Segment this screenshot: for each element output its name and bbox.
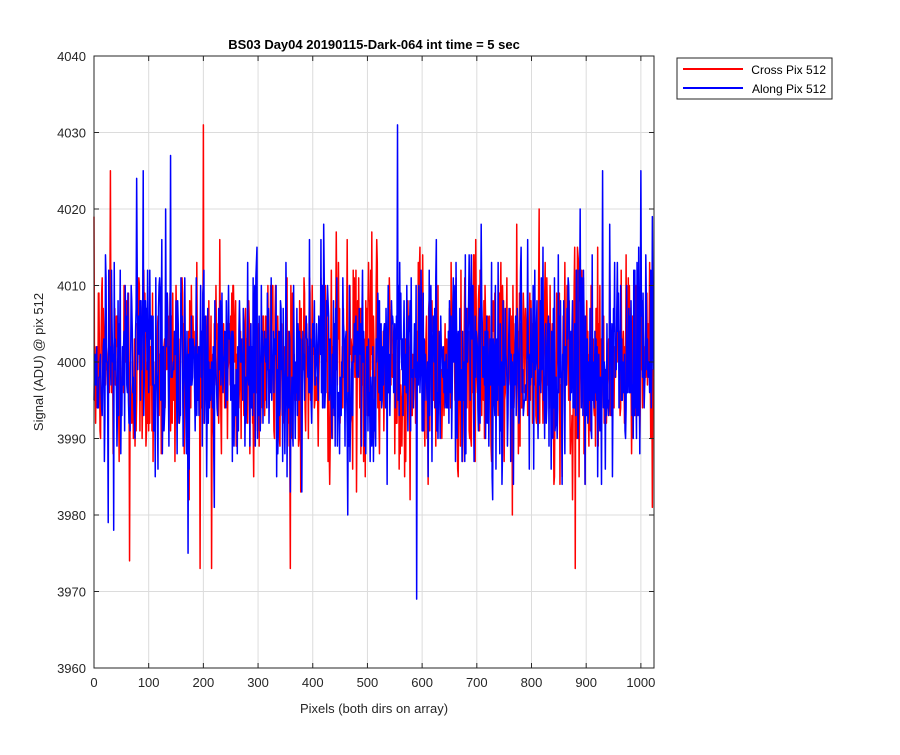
y-tick-label: 3970	[57, 585, 86, 600]
x-tick-label: 500	[357, 675, 379, 690]
x-tick-label: 700	[466, 675, 488, 690]
chart-title: BS03 Day04 20190115-Dark-064 int time = …	[228, 37, 520, 52]
y-tick-label: 3960	[57, 661, 86, 676]
y-tick-label: 4040	[57, 49, 86, 64]
x-tick-label: 600	[411, 675, 433, 690]
legend-label-cross: Cross Pix 512	[751, 63, 826, 77]
x-axis-label: Pixels (both dirs on array)	[300, 701, 448, 716]
x-tick-label: 800	[521, 675, 543, 690]
x-tick-label: 900	[575, 675, 597, 690]
x-tick-label: 0	[90, 675, 97, 690]
series-lines	[93, 124, 655, 600]
x-tick-label: 1000	[626, 675, 655, 690]
x-tick-label: 300	[247, 675, 269, 690]
y-tick-label: 4000	[57, 355, 86, 370]
axis-ticks: 0 100 200 300 400 500 600 700 800 900 1000 3960 3970…	[57, 49, 655, 690]
legend-label-along: Along Pix 512	[752, 82, 826, 96]
y-tick-label: 4020	[57, 202, 86, 217]
y-axis-label: Signal (ADU) @ pix 512	[31, 293, 46, 431]
legend: Cross Pix 512 Along Pix 512	[676, 57, 833, 100]
x-tick-label: 400	[302, 675, 324, 690]
y-tick-label: 3990	[57, 432, 86, 447]
series-line-along	[93, 124, 655, 600]
y-tick-label: 4030	[57, 126, 86, 141]
x-tick-label: 200	[193, 675, 215, 690]
legend-box	[676, 57, 833, 100]
y-tick-label: 3980	[57, 508, 86, 523]
x-tick-label: 100	[138, 675, 160, 690]
y-tick-label: 4010	[57, 279, 86, 294]
